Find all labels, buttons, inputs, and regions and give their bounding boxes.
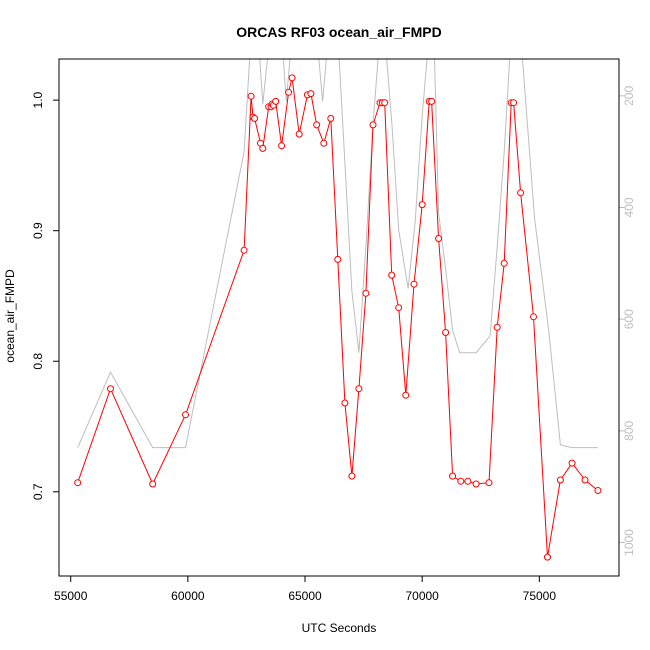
data-point [107, 385, 114, 393]
data-point [485, 479, 493, 487]
data-point [442, 329, 450, 336]
series-layer [74, 59, 602, 561]
y-tick-label: 0.9 [31, 222, 45, 239]
y2-tick-label: 800 [622, 421, 636, 441]
data-point [449, 472, 457, 480]
data-point [240, 246, 248, 254]
data-point [395, 304, 403, 312]
data-point [341, 399, 349, 407]
y2-tick-label: 200 [622, 86, 636, 106]
data-point [381, 99, 389, 107]
y2-tick-label: 600 [622, 309, 636, 329]
y2-tick-label: 1000 [622, 529, 636, 556]
data-point [272, 97, 280, 105]
data-point [313, 121, 321, 129]
series-clip-group [74, 59, 602, 561]
data-point [288, 74, 296, 82]
data-point [247, 92, 255, 100]
plot-frame [58, 58, 620, 577]
data-point [388, 271, 396, 279]
data-point [295, 130, 303, 138]
data-point [348, 472, 356, 480]
x-axis-label: UTC Seconds [302, 621, 377, 635]
x-tick-label: 70000 [405, 589, 439, 603]
data-point [320, 139, 328, 147]
data-point [581, 476, 589, 484]
data-point [530, 313, 537, 321]
x-tick-label: 75000 [523, 589, 557, 603]
x-tick-label: 65000 [288, 589, 322, 603]
series-line-primary [77, 77, 599, 558]
y2-tick-label: 400 [622, 197, 636, 217]
data-point [334, 255, 342, 263]
data-point [493, 323, 501, 331]
data-point [544, 553, 551, 561]
data-point [510, 99, 518, 107]
data-point [369, 121, 377, 129]
data-point [410, 280, 418, 288]
data-point [402, 391, 410, 399]
data-point [362, 289, 370, 297]
data-point [594, 487, 602, 494]
data-point [568, 459, 576, 467]
data-point [285, 88, 293, 96]
data-point [327, 114, 335, 122]
x-tick-label: 55000 [54, 589, 88, 603]
data-point [457, 477, 465, 485]
series-line-secondary [77, 59, 598, 449]
y-tick-label: 1.0 [31, 91, 45, 108]
data-point [556, 476, 564, 484]
data-point [435, 235, 443, 242]
y-tick-label: 0.7 [31, 483, 45, 500]
data-point [500, 259, 508, 267]
data-point [418, 201, 426, 209]
x-tick-label: 60000 [171, 589, 205, 603]
data-point [74, 479, 82, 487]
y-axis-label: ocean_air_FMPD [3, 269, 17, 363]
data-point [355, 385, 363, 393]
data-point [251, 114, 259, 122]
data-point [149, 480, 157, 488]
data-point [428, 97, 436, 105]
y-tick-label: 0.8 [31, 353, 45, 370]
data-point [259, 144, 267, 152]
data-point [182, 411, 189, 419]
data-point [307, 90, 315, 98]
chart-title: ORCAS RF03 ocean_air_FMPD [236, 24, 441, 40]
data-point [472, 480, 480, 488]
data-point [278, 142, 286, 150]
data-point [464, 477, 472, 485]
data-point [517, 189, 525, 197]
